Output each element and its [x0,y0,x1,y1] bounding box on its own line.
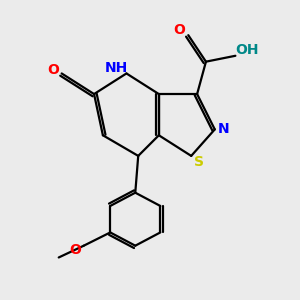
Text: OH: OH [235,44,258,58]
Text: O: O [70,243,81,257]
Text: O: O [173,23,185,37]
Text: S: S [194,155,205,170]
Text: O: O [47,64,59,77]
Text: N: N [218,122,230,136]
Text: NH: NH [104,61,128,75]
